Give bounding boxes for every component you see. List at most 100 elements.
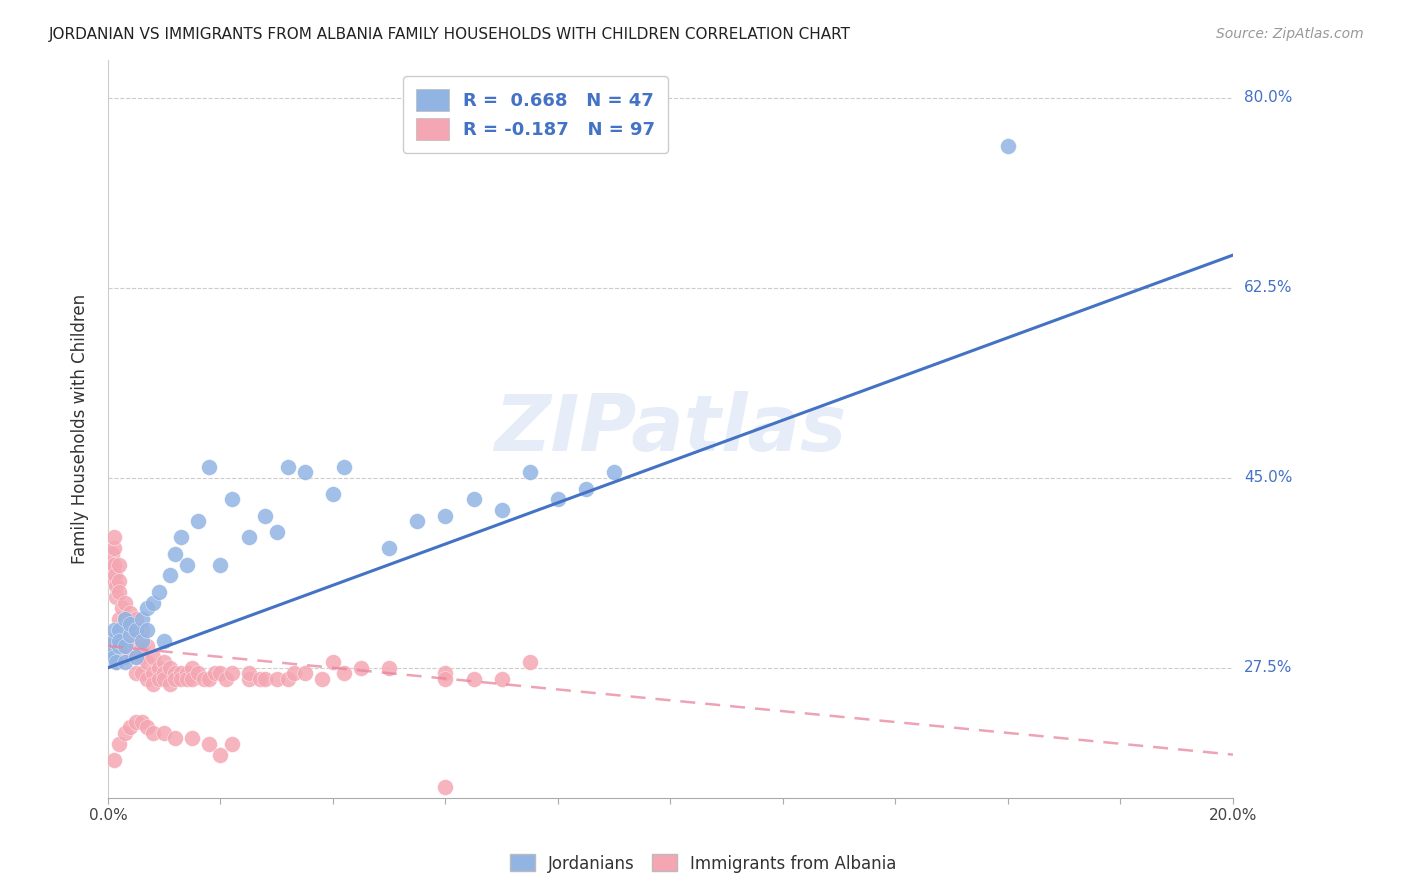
Point	[434, 672, 457, 686]
Point	[148, 672, 170, 686]
Point	[125, 639, 148, 653]
Point	[153, 672, 176, 686]
Text: ZIPatlas: ZIPatlas	[495, 391, 846, 467]
Point	[434, 780, 457, 795]
Point	[153, 726, 176, 740]
Point	[221, 737, 243, 751]
Point	[131, 714, 153, 729]
Text: 45.0%: 45.0%	[1244, 470, 1292, 485]
Point	[238, 666, 260, 681]
Point	[98, 639, 121, 653]
Point	[491, 503, 513, 517]
Point	[165, 666, 187, 681]
Point	[108, 623, 131, 637]
Point	[103, 633, 125, 648]
Point	[153, 633, 176, 648]
Point	[114, 612, 136, 626]
Point	[98, 633, 121, 648]
Point	[333, 666, 356, 681]
Point	[125, 612, 148, 626]
Point	[322, 487, 344, 501]
Point	[103, 558, 125, 572]
Point	[350, 661, 373, 675]
Point	[136, 672, 159, 686]
Point	[114, 726, 136, 740]
Point	[114, 656, 136, 670]
Point	[463, 492, 485, 507]
Point	[209, 747, 232, 762]
Point	[136, 601, 159, 615]
Point	[104, 568, 127, 582]
Point	[108, 612, 131, 626]
Point	[125, 666, 148, 681]
Point	[463, 672, 485, 686]
Point	[491, 672, 513, 686]
Legend: Jordanians, Immigrants from Albania: Jordanians, Immigrants from Albania	[503, 847, 903, 880]
Point	[108, 633, 131, 648]
Point	[114, 649, 136, 664]
Point	[277, 459, 299, 474]
Point	[238, 672, 260, 686]
Point	[221, 666, 243, 681]
Text: 62.5%: 62.5%	[1244, 280, 1292, 295]
Point	[103, 530, 125, 544]
Point	[136, 656, 159, 670]
Point	[125, 649, 148, 664]
Point	[159, 677, 181, 691]
Point	[187, 514, 209, 528]
Point	[114, 639, 136, 653]
Point	[333, 459, 356, 474]
Point	[547, 492, 569, 507]
Point	[131, 633, 153, 648]
Point	[142, 666, 165, 681]
Point	[193, 672, 215, 686]
Point	[311, 672, 333, 686]
Point	[519, 465, 541, 479]
Point	[108, 584, 131, 599]
Point	[120, 628, 142, 642]
Point	[519, 656, 541, 670]
Point	[136, 721, 159, 735]
Point	[125, 623, 148, 637]
Point	[136, 639, 159, 653]
Point	[165, 672, 187, 686]
Point	[120, 721, 142, 735]
Point	[198, 459, 221, 474]
Point	[165, 731, 187, 746]
Point	[997, 139, 1019, 153]
Point	[131, 639, 153, 653]
Text: JORDANIAN VS IMMIGRANTS FROM ALBANIA FAMILY HOUSEHOLDS WITH CHILDREN CORRELATION: JORDANIAN VS IMMIGRANTS FROM ALBANIA FAM…	[49, 27, 851, 42]
Point	[204, 666, 226, 681]
Point	[283, 666, 305, 681]
Point	[575, 482, 598, 496]
Point	[170, 530, 193, 544]
Point	[101, 547, 124, 561]
Point	[434, 666, 457, 681]
Point	[108, 574, 131, 588]
Point	[266, 524, 288, 539]
Point	[103, 623, 125, 637]
Point	[108, 737, 131, 751]
Point	[170, 672, 193, 686]
Point	[181, 672, 204, 686]
Point	[159, 568, 181, 582]
Point	[153, 666, 176, 681]
Point	[434, 508, 457, 523]
Point	[120, 644, 142, 658]
Point	[100, 568, 122, 582]
Point	[120, 623, 142, 637]
Point	[153, 656, 176, 670]
Point	[170, 666, 193, 681]
Point	[131, 666, 153, 681]
Point	[181, 661, 204, 675]
Point	[136, 623, 159, 637]
Point	[181, 731, 204, 746]
Point	[142, 596, 165, 610]
Point	[131, 649, 153, 664]
Point	[131, 623, 153, 637]
Point	[209, 666, 232, 681]
Point	[105, 579, 128, 593]
Point	[142, 677, 165, 691]
Point	[120, 617, 142, 632]
Point	[277, 672, 299, 686]
